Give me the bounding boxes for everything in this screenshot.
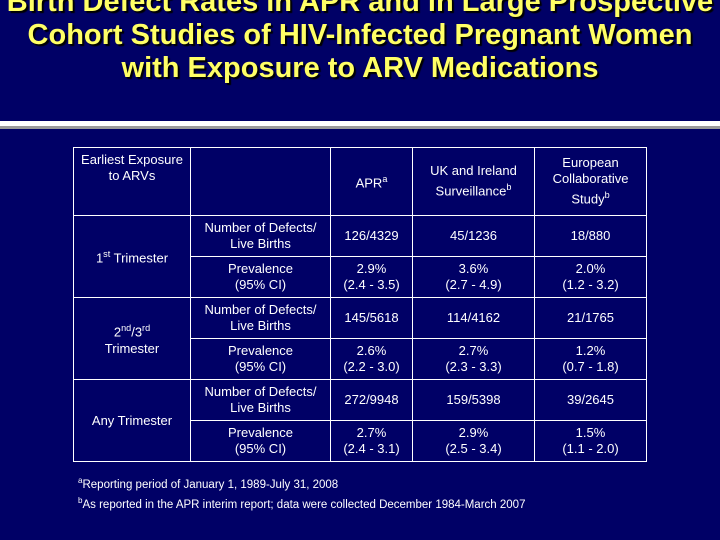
eu-value: 18/880 [534, 215, 647, 257]
header-apr: APRa [330, 147, 413, 216]
metric-prevalence: Prevalence (95% CI) [190, 338, 331, 380]
header-metric-blank [190, 147, 331, 216]
table-row: Any Trimester Number of Defects/ Live Bi… [73, 379, 647, 462]
metric-defects: Number of Defects/ Live Births [190, 297, 331, 339]
uk-value: 3.6% (2.7 - 4.9) [412, 256, 535, 298]
metric-prevalence: Prevalence (95% CI) [190, 420, 331, 462]
uk-value: 2.7% (2.3 - 3.3) [412, 338, 535, 380]
metric-defects: Number of Defects/ Live Births [190, 379, 331, 421]
exposure-2nd-3rd-trimester: 2nd/3rd Trimester [73, 297, 191, 380]
apr-value: 2.9% (2.4 - 3.5) [330, 256, 413, 298]
eu-value: 1.5% (1.1 - 2.0) [534, 420, 647, 462]
eu-value: 39/2645 [534, 379, 647, 421]
title-divider [0, 121, 720, 126]
uk-value: 159/5398 [412, 379, 535, 421]
table-row: Prevalence (95% CI) 2.6% (2.2 - 3.0) 2.7%(… [74, 338, 647, 380]
apr-value: 272/9948 [330, 379, 413, 421]
uk-value: 45/1236 [412, 215, 535, 257]
eu-value: 21/1765 [534, 297, 647, 339]
metric-defects: Number of Defects/ Live Births [190, 215, 331, 257]
eu-value: 2.0% (1.2 - 3.2) [534, 256, 647, 298]
apr-value: 126/4329 [330, 215, 413, 257]
footnote-a: aReporting period of January 1, 1989-Jul… [78, 476, 339, 491]
metric-prevalence: Prevalence (95% CI) [190, 256, 331, 298]
eu-value: 1.2% (0.7 - 1.8) [534, 338, 647, 380]
footnote-b: bAs reported in the APR interim report; … [78, 495, 526, 511]
apr-value: 145/5618 [330, 297, 413, 339]
slide-title: Birth Defect Rates in APR and in Large P… [6, 0, 714, 84]
apr-value: 2.6% (2.2 - 3.0) [330, 338, 413, 380]
exposure-1st-trimester: 1st Trimester [73, 215, 191, 298]
birth-defect-table: Earliest Exposure to ARVs APRa UK and Ir… [73, 147, 647, 462]
table-row: Prevalence (95% CI) 2.9% (2.4 - 3.5) 3.6%(… [74, 256, 647, 298]
table-row: 1st Trimester Number of Defects/ Live Bi… [73, 215, 647, 298]
table-row: Prevalence (95% CI) 2.7% (2.4 - 3.1) 2.9%(… [74, 420, 647, 462]
header-exposure: Earliest Exposure to ARVs [73, 147, 191, 216]
header-uk-ireland: UK and Ireland Surveillanceb [412, 147, 535, 216]
uk-value: 2.9% (2.5 - 3.4) [412, 420, 535, 462]
table-row: 2nd/3rd Trimester Number of Defects/ Liv… [73, 297, 647, 380]
uk-value: 114/4162 [412, 297, 535, 339]
header-european: European Collaborative Studyb [534, 147, 647, 216]
footnotes: aReporting period of January 1, 1989-Jul… [78, 473, 698, 513]
title-divider-shadow [0, 126, 720, 129]
apr-value: 2.7% (2.4 - 3.1) [330, 420, 413, 462]
table-header-row: Earliest Exposure to ARVs APRa UK and Ir… [73, 147, 647, 216]
exposure-any-trimester: Any Trimester [73, 379, 191, 462]
